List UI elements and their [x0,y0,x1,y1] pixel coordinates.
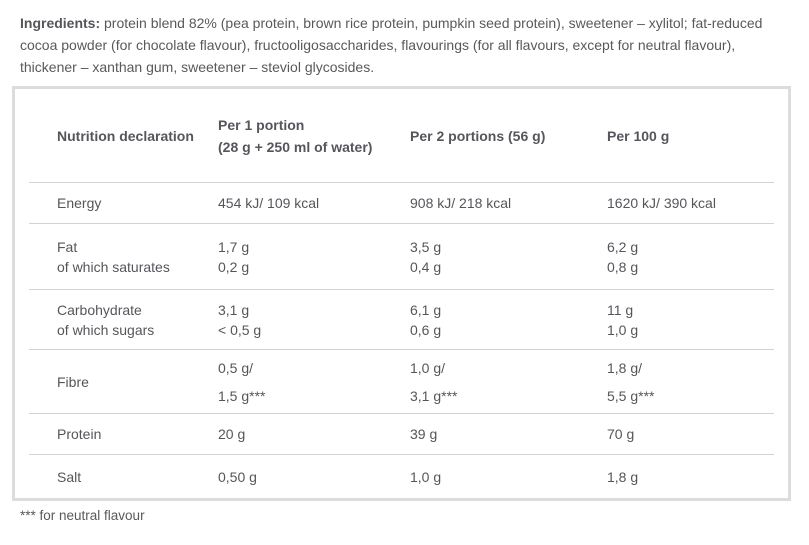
salt-per-100-g: 1,8 g [607,467,774,487]
energy-label: Energy [57,193,218,213]
fat-per-100-g-line: 0,8 g [607,258,639,275]
ingredients-text: protein blend 82% (pea protein, brown ri… [20,15,763,75]
fibre-per-1-portion-line: 1,5 g*** [218,387,266,404]
row-carbohydrate: Carbohydrate of which sugars 3,1 g < 0,5 g 6… [29,289,774,349]
energy-per-2-portions-line: 908 kJ/ 218 kcal [410,195,512,211]
fat-per-100-g: 6,2 g 0,8 g [607,237,774,277]
header-per-100-g-line: Per 100 g [607,127,670,144]
salt-label: Salt [57,467,218,487]
row-protein: Protein 20 g 39 g 70 g [29,413,774,454]
protein-per-1-portion: 20 g [218,424,410,444]
nutrition-table: Nutrition declaration Per 1 portion (28 g … [12,86,791,501]
row-fat: Fat of which saturates 1,7 g 0,2 g 3,5 g 0,4 … [29,223,774,289]
salt-per-1-portion: 0,50 g [218,467,410,487]
fat-per-1-portion: 1,7 g 0,2 g [218,237,410,277]
energy-per-2-portions: 908 kJ/ 218 kcal [410,193,607,213]
table-header-row: Nutrition declaration Per 1 portion (28 g … [29,89,774,182]
fat-label-line: Fat [57,238,78,255]
header-per-2-portions-line: Per 2 portions (56 g) [410,127,546,144]
header-per-2-portions: Per 2 portions (56 g) [410,125,607,147]
row-fibre: Fibre 0,5 g/1,5 g*** 1,0 g/3,1 g*** 1,8 g/5… [29,349,774,413]
fibre-per-100-g-line: 1,8 g/ [607,359,643,376]
protein-per-2-portions: 39 g [410,424,607,444]
protein-per-100-g-line: 70 g [607,426,635,442]
protein-per-2-portions-line: 39 g [410,426,438,442]
protein-per-1-portion-line: 20 g [218,426,246,442]
protein-label-line: Protein [57,426,102,442]
header-per-1-portion-line: Per 1 portion [218,116,305,133]
salt-label-line: Salt [57,468,82,485]
salt-per-2-portions-line: 1,0 g [410,468,442,485]
header-per-1-portion: Per 1 portion (28 g + 250 ml of water) [218,114,410,158]
header-nutrition-declaration: Nutrition declaration [57,125,218,147]
energy-per-100-g-line: 1620 kJ/ 390 kcal [607,195,716,211]
carbohydrate-per-2-portions: 6,1 g 0,6 g [410,300,607,340]
salt-per-100-g-line: 1,8 g [607,468,639,485]
ingredients-label: Ingredients: [20,15,101,31]
header-nutrition-declaration-line: Nutrition declaration [57,127,194,144]
fibre-label: Fibre [57,372,218,392]
fat-per-100-g-line: 6,2 g [607,238,639,255]
salt-per-2-portions: 1,0 g [410,467,607,487]
carbohydrate-per-1-portion: 3,1 g < 0,5 g [218,300,410,340]
carbohydrate-per-1-portion-line: 3,1 g [218,301,250,318]
protein-per-100-g: 70 g [607,424,774,444]
product-details-page: Ingredients: protein blend 82% (pea prot… [0,12,809,545]
energy-label-line: Energy [57,195,102,211]
carbohydrate-label: Carbohydrate of which sugars [57,300,218,340]
fat-per-2-portions-line: 0,4 g [410,258,442,275]
fibre-per-2-portions-line: 3,1 g*** [410,387,458,404]
energy-per-100-g: 1620 kJ/ 390 kcal [607,193,774,213]
fibre-per-2-portions: 1,0 g/3,1 g*** [410,354,607,410]
row-energy: Energy 454 kJ/ 109 kcal 908 kJ/ 218 kcal 16… [29,182,774,223]
carbohydrate-label-line: Carbohydrate [57,301,142,318]
fat-label-line: of which saturates [57,258,170,275]
carbohydrate-per-2-portions-line: 6,1 g [410,301,442,318]
energy-per-1-portion: 454 kJ/ 109 kcal [218,193,410,213]
carbohydrate-per-100-g: 11 g 1,0 g [607,300,774,340]
fibre-per-1-portion: 0,5 g/1,5 g*** [218,354,410,410]
carbohydrate-per-1-portion-line: < 0,5 g [218,321,262,338]
fat-per-1-portion-line: 1,7 g [218,238,250,255]
footnote: *** for neutral flavour [20,508,145,523]
carbohydrate-per-2-portions-line: 0,6 g [410,321,442,338]
carbohydrate-label-line: of which sugars [57,321,155,338]
fat-per-1-portion-line: 0,2 g [218,258,250,275]
row-salt: Salt 0,50 g 1,0 g 1,8 g [29,454,774,498]
header-per-1-portion-line: (28 g + 250 ml of water) [218,138,373,155]
table-rows: Energy 454 kJ/ 109 kcal 908 kJ/ 218 kcal 16… [29,182,774,498]
ingredients-paragraph: Ingredients: protein blend 82% (pea prot… [20,12,788,78]
carbohydrate-per-100-g-line: 1,0 g [607,321,639,338]
fat-per-2-portions-line: 3,5 g [410,238,442,255]
fat-label: Fat of which saturates [57,237,218,277]
carbohydrate-per-100-g-line: 11 g [607,301,634,318]
fibre-per-100-g-line: 5,5 g*** [607,387,655,404]
protein-label: Protein [57,424,218,444]
salt-per-1-portion-line: 0,50 g [218,468,257,485]
energy-per-1-portion-line: 454 kJ/ 109 kcal [218,195,320,211]
fibre-per-100-g: 1,8 g/5,5 g*** [607,354,774,410]
fibre-per-2-portions-line: 1,0 g/ [410,359,446,376]
fibre-label-line: Fibre [57,373,89,390]
header-per-100-g: Per 100 g [607,125,774,147]
fibre-per-1-portion-line: 0,5 g/ [218,359,254,376]
fat-per-2-portions: 3,5 g 0,4 g [410,237,607,277]
